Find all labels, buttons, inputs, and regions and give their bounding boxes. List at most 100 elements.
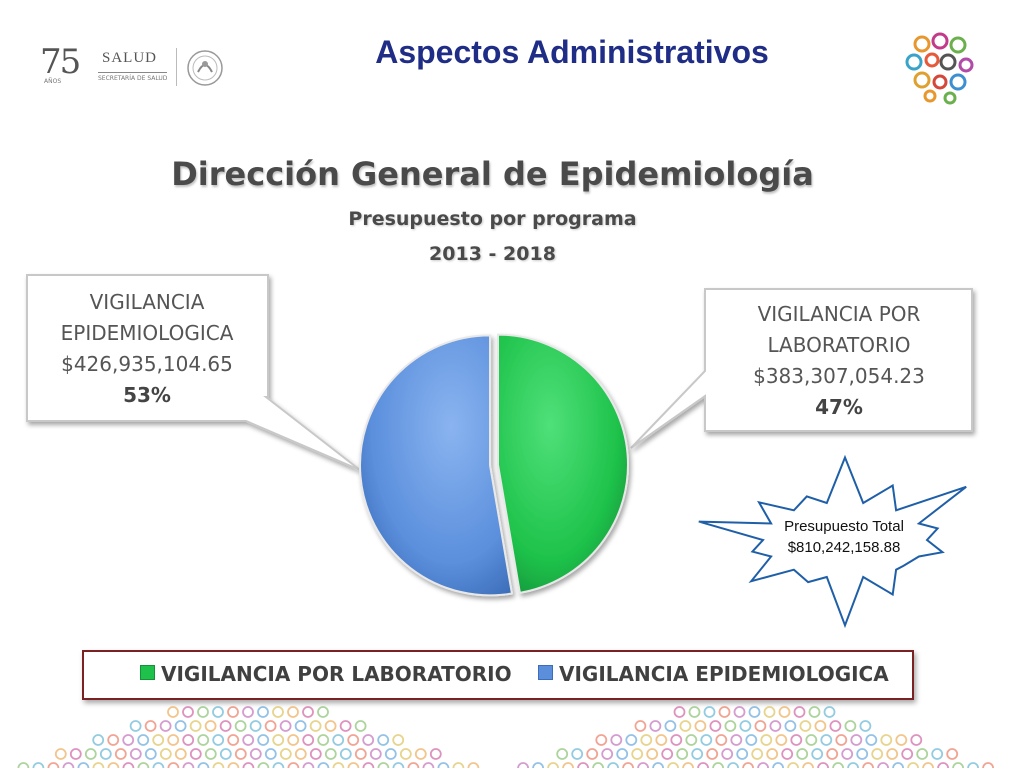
decorative-circle [682,762,694,768]
decorative-circle [197,762,210,768]
decorative-circle [754,720,767,732]
decorative-circle [362,762,375,768]
decorative-circle [733,706,746,718]
decorative-circle [679,720,692,732]
decorative-circle [182,706,194,718]
decorative-circle [646,748,659,760]
logo-75-number: 75 [40,42,81,82]
decorative-circle [640,734,653,746]
decorative-circle [712,762,724,768]
decorative-circle [114,748,127,760]
decorative-circle [631,748,644,760]
decorative-circle [272,706,284,718]
decorative-circle [865,734,878,746]
decorative-circle [137,762,150,768]
decorative-circles-pattern [17,706,994,768]
decorative-circle [517,762,529,768]
decorative-circle [742,762,754,768]
decorative-circle [616,748,629,760]
decorative-circle [910,734,923,746]
decorative-circle [886,748,899,760]
decorative-circle [377,762,390,768]
decorative-circle [622,762,634,768]
decorative-circle [769,720,782,732]
decorative-circle [212,706,224,718]
decorative-circle [781,748,794,760]
decorative-circle [144,720,157,732]
decorative-circle [745,734,758,746]
decorative-circle [414,748,427,760]
decorative-circle [793,706,806,718]
salud-75-logo: 75 AÑOS SALUD SECRETARÍA DE SALUD [40,40,230,95]
decorative-circle [92,734,105,746]
decorative-circle [219,748,232,760]
decorative-circle [189,748,202,760]
decorative-circle [655,734,668,746]
decorative-circle [592,762,604,768]
pie-slice-laboratorio [496,333,629,594]
decorative-circle [610,734,623,746]
decorative-circle [204,720,217,732]
callout-lab-line1: VIGILANCIA POR [757,302,921,326]
decorative-circle [607,762,619,768]
decorative-circle [649,720,662,732]
decorative-circle [422,762,435,768]
decorative-circle [676,748,689,760]
decorative-circle [129,720,142,732]
decorative-circle [324,748,337,760]
decorative-circle [212,734,225,746]
decorative-circle [107,734,120,746]
decorative-circle [242,734,255,746]
decorative-circle [931,748,944,760]
chart-period: 2013 - 2018 [429,243,556,265]
decorative-circle [721,748,734,760]
pie-slice-epidemiologica [359,334,514,597]
decorative-circle [279,748,292,760]
legend-item-laboratorio: VIGILANCIA POR LABORATORIO [140,662,512,686]
decorative-circle [586,748,599,760]
decorative-circle [272,734,285,746]
decorative-circle [302,734,315,746]
decorative-circle [664,720,677,732]
decorative-circle [724,720,737,732]
decorative-circle [718,706,731,718]
decorative-circle [751,748,764,760]
decorative-circle [727,762,739,768]
decorative-circle [760,734,773,746]
decorative-circle [814,720,827,732]
decorative-circle [144,748,157,760]
callout-box-laboratorio [630,288,973,449]
decorative-circle [880,734,893,746]
decorative-circle [532,762,544,768]
legend-label-epidemiologica: VIGILANCIA EPIDEMIOLOGICA [559,662,889,686]
decorative-circle [841,748,854,760]
decorative-circle [571,748,584,760]
decorative-circle [847,762,859,768]
decorative-circle [197,734,210,746]
decorative-circle [137,734,150,746]
decorative-circle [634,720,647,732]
decorative-circle [309,720,322,732]
decorative-circle [982,762,994,768]
decorative-circle [249,720,262,732]
callout-epidemiologica: VIGILANCIA EPIDEMIOLOGICA $426,935,104.6… [36,287,258,411]
decorative-circle [227,706,239,718]
decorative-circle [257,762,270,768]
decorative-circle [332,734,345,746]
chart-title: Dirección General de Epidemiología [171,155,814,193]
callout-epi-percent: 53% [123,383,171,407]
decorative-circle [799,720,812,732]
decorative-circle [901,748,914,760]
decorative-circle [808,706,821,718]
decorative-circle [84,748,97,760]
decorative-circle [700,734,713,746]
decorative-circle [294,720,307,732]
callout-epi-line1: VIGILANCIA [89,290,205,314]
chart-legend: VIGILANCIA POR LABORATORIO VIGILANCIA EP… [82,650,914,700]
decorative-circle [946,748,959,760]
decorative-circle [189,720,202,732]
decorative-circle [129,748,142,760]
decorative-circle [556,748,569,760]
decorative-circle [823,706,836,718]
decorative-circle [748,706,761,718]
